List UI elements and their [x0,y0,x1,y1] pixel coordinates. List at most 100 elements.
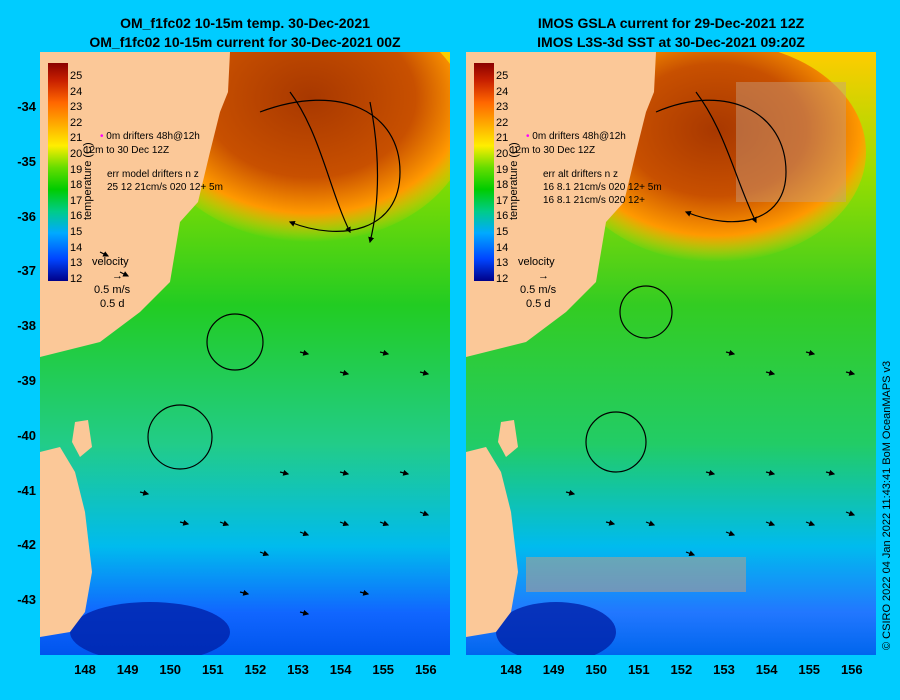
left-velocity-key: velocity → 0.5 m/s 0.5 d [92,255,130,311]
right-velocity-key: velocity → 0.5 m/s 0.5 d [518,255,556,311]
longitude-tick-label: 156 [840,662,863,677]
longitude-tick-label: 152 [670,662,693,677]
left-map-panel [40,52,450,655]
colorbar-tick-label: 25 [496,70,509,82]
left-title-line2: OM_f1fc02 10-15m current for 30-Dec-2021… [89,34,401,50]
drifter-marker-icon: • [100,131,104,142]
right-legend-drifters: • 0m drifters 48h@12h [526,131,626,142]
longitude-tick-label: 156 [414,662,437,677]
latitude-tick-label: -41 [17,482,36,498]
colorbar-tick-label: 19 [70,163,83,176]
colorbar-tick-label: 12 [496,272,509,285]
latitude-tick-label: -34 [17,99,36,114]
latitude-tick-label: -39 [17,373,36,388]
longitude-tick-label: 153 [287,662,309,677]
latitude-tick-label: -43 [17,592,36,608]
longitude-tick-label: 148 [74,662,96,677]
right-title-line2: IMOS L3S-3d SST at 30-Dec-2021 09:20Z [537,34,805,50]
longitude-tick-label: 155 [372,662,395,677]
right-panel-title: IMOS GSLA current for 29-Dec-2021 12Z IM… [466,14,876,52]
velocity-speed: 0.5 m/s [94,284,131,296]
velocity-arrow-icon: → [538,270,549,282]
colorbar-tick-label: 22 [70,116,83,129]
colorbar-tick-label: 13 [70,257,83,270]
flinders-island [498,420,518,457]
mainland-coast [466,52,656,357]
velocity-speed: 0.5 m/s [520,284,557,296]
colorbar-tick-label: 24 [496,85,509,98]
velocity-label: velocity [92,256,129,268]
colorbar-tick-label: 22 [496,116,509,129]
velocity-label: velocity [518,256,555,268]
colorbar-tick-label: 20 [70,148,83,160]
longitude-tick-label: 149 [116,662,139,677]
credit-text: © CSIRO 2022 04 Jan 2022 11:43:41 BoM Oc… [881,360,893,650]
longitude-tick-label: 155 [798,662,821,677]
cold-water-patch [496,602,616,655]
longitude-tick-label: 153 [713,662,735,677]
colorbar-tick-label: 13 [496,257,509,270]
left-map-svg [40,52,450,655]
latitude-tick-label: -36 [17,208,36,224]
left-legend-0m: 0m [106,131,121,142]
right-legend-0m: 0m [532,131,547,142]
latitude-tick-label: -37 [17,263,36,279]
left-legend-drifter-time: 12m to 30 Dec 12Z [84,145,170,156]
right-title-line1: IMOS GSLA current for 29-Dec-2021 12Z [537,15,805,31]
tasmania-coast [466,447,518,637]
left-title-line1: OM_f1fc02 10-15m temp. 30-Dec-2021 [120,15,370,31]
colorbar-tick-label: 16 [496,210,509,223]
colorbar-tick-label: 21 [70,132,83,145]
velocity-duration: 0.5 d [100,298,125,310]
longitude-tick-label: 151 [201,662,224,677]
latitude-tick-label: -40 [17,427,36,443]
colorbar-tick-label: 23 [496,101,509,114]
longitude-tick-label: 152 [244,662,267,677]
colorbar-tick-label: 16 [70,210,83,223]
left-legend-err-title: err model drifters n z [107,169,199,180]
longitude-tick-label: 148 [500,662,522,677]
cloud-mask-south [526,557,746,592]
longitude-tick-label: 151 [627,662,650,677]
colorbar-tick-label: 25 [70,70,83,82]
longitude-tick-label: 150 [159,662,182,677]
flinders-island [72,420,92,457]
left-legend-err-row1: 25 12 21cm/s 020 12+ 5m [107,182,223,193]
colorbar-tick-label: 23 [70,101,83,114]
right-legend-12m: 12m [510,145,530,156]
left-legend-12m: 12m [84,145,104,156]
colorbar-tick-label: 15 [496,226,509,238]
velocity-arrow-icon: → [112,270,123,282]
colorbar-tick-label: 14 [496,241,509,254]
longitude-tick-label: 150 [585,662,608,677]
colorbar-tick-label: 17 [70,194,83,207]
right-legend-drifter-time: 12m to 30 Dec 12Z [510,145,596,156]
longitude-tick-label: 154 [329,662,352,677]
warm-core-eddy [150,52,450,242]
colorbar-tick-label: 20 [496,148,509,160]
longitude-tick-label: 154 [755,662,778,677]
colorbar-tick-label: 21 [496,132,509,145]
latitude-tick-label: -38 [17,318,36,334]
right-map-panel [466,52,876,655]
colorbar-tick-label: 12 [70,272,83,285]
left-panel-title: OM_f1fc02 10-15m temp. 30-Dec-2021 OM_f1… [40,14,450,52]
right-colorbar [474,63,494,281]
latitude-tick-label: -42 [17,537,36,553]
colorbar-tick-label: 18 [496,179,509,192]
right-map-svg [466,52,876,655]
colorbar-tick-label: 15 [70,226,83,238]
velocity-duration: 0.5 d [526,298,551,310]
mainland-coast [40,52,230,357]
cold-water-patch [70,602,230,655]
right-legend-err-row1: 16 8.1 21cm/s 020 12+ 5m [543,182,662,193]
colorbar-tick-label: 19 [496,163,509,176]
colorbar-tick-label: 24 [70,85,83,98]
latitude-tick-label: -35 [17,153,36,169]
cloud-mask [736,82,846,202]
tasmania-coast [40,447,92,637]
drifter-marker-icon: • [526,131,530,142]
colorbar-tick-label: 17 [496,194,509,207]
longitude-tick-label: 149 [542,662,565,677]
colorbar-tick-label: 18 [70,179,83,192]
